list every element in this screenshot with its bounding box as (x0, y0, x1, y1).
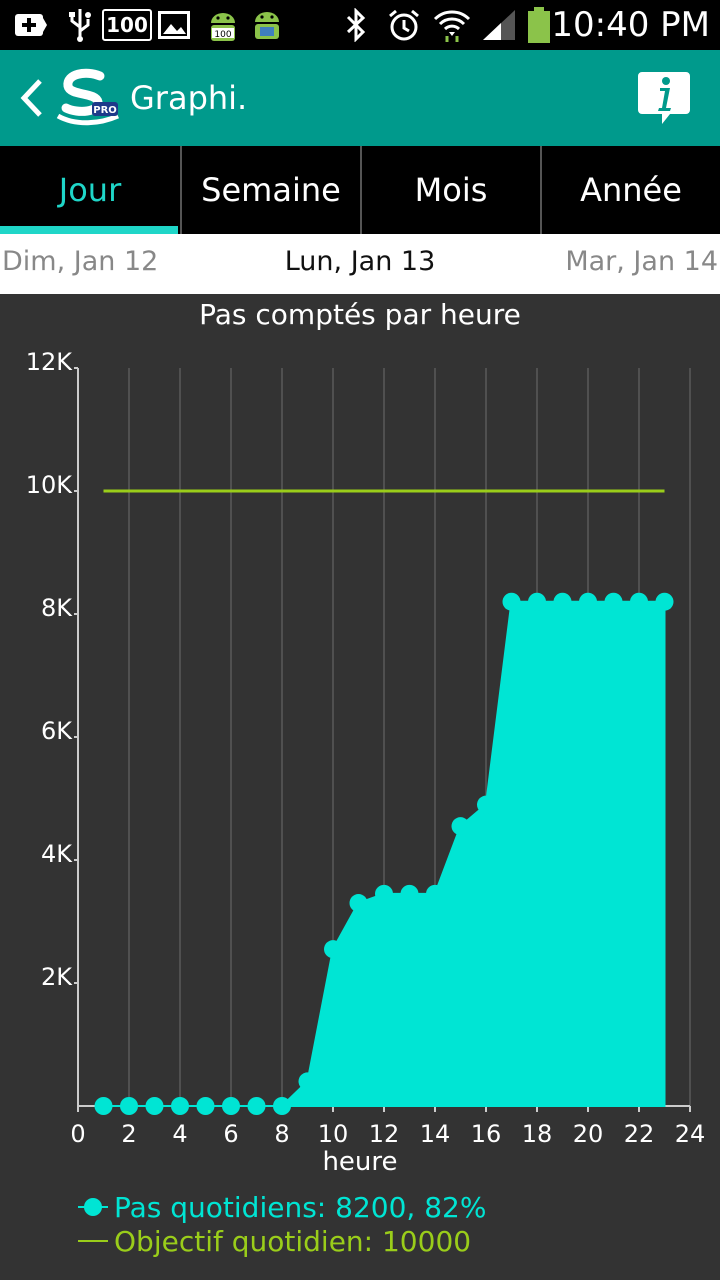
previous-date[interactable]: Dim, Jan 12 (2, 246, 159, 277)
steps-point (298, 1072, 317, 1091)
notification-badge: 100 (102, 7, 152, 43)
y-tick-label: 12K (26, 348, 74, 376)
x-tick-label: 0 (70, 1120, 85, 1148)
x-tick-label: 22 (624, 1120, 655, 1148)
alarm-icon (386, 7, 422, 43)
steps-point (502, 592, 521, 611)
x-tick-label: 8 (274, 1120, 289, 1148)
steps-point (426, 884, 444, 903)
x-tick-label: 18 (522, 1120, 553, 1148)
steps-point (145, 1097, 164, 1115)
y-tick-label: 6K (41, 717, 73, 745)
battery-icon (524, 7, 554, 43)
x-tick-label: 20 (573, 1120, 604, 1148)
x-tick-label: 24 (675, 1120, 706, 1148)
app-logo[interactable]: PRO (56, 68, 122, 128)
period-tabs: Jour Semaine Mois Année (0, 146, 720, 234)
steps-point (604, 592, 623, 611)
page-title: Graphi. (130, 79, 248, 117)
steps-point (655, 592, 674, 611)
steps-point (630, 592, 648, 611)
x-tick-label: 4 (172, 1120, 187, 1148)
legend-goal-marker (78, 1231, 110, 1251)
steps-point (375, 884, 393, 903)
wifi-icon (432, 7, 472, 43)
status-bar: 100 100 10:40 PM (0, 0, 720, 50)
svg-text:100: 100 (214, 30, 231, 40)
legend-steps-marker (78, 1197, 110, 1217)
plus-box-icon (12, 7, 48, 43)
current-date: Lun, Jan 13 (284, 246, 436, 277)
x-tick-label: 16 (471, 1120, 502, 1148)
bluetooth-icon (342, 7, 370, 43)
steps-point (222, 1097, 240, 1115)
x-tick-label: 2 (121, 1120, 136, 1148)
chart-legend: Pas quotidiens: 8200, 82% Objectif quoti… (78, 1190, 486, 1258)
pro-badge: PRO (93, 105, 117, 116)
steps-point (171, 1097, 189, 1115)
x-tick-label: 14 (420, 1120, 451, 1148)
x-tick-label: 12 (369, 1120, 400, 1148)
steps-point (553, 592, 572, 611)
tab-annee[interactable]: Année (540, 146, 720, 234)
status-time: 10:40 PM (551, 5, 710, 45)
steps-point (94, 1097, 113, 1115)
legend-item-goal: Objectif quotidien: 10000 (78, 1224, 486, 1258)
tab-semaine[interactable]: Semaine (180, 146, 360, 234)
usb-icon (64, 7, 96, 43)
app-bar: PRO Graphi. (0, 50, 720, 146)
legend-steps-label: Pas quotidiens: 8200, 82% (114, 1190, 487, 1224)
back-chevron-icon[interactable] (16, 78, 46, 118)
steps-point (273, 1097, 291, 1115)
signal-icon (480, 7, 518, 43)
android-icon: 100 (204, 7, 242, 43)
y-tick-label: 10K (26, 471, 74, 499)
steps-point (120, 1097, 138, 1115)
chart-title: Pas comptés par heure (199, 298, 521, 331)
steps-point (247, 1097, 266, 1115)
date-navigator: Lun, Jan 13 Dim, Jan 12 Mar, Jan 14 (0, 234, 720, 294)
steps-point (451, 817, 470, 836)
steps-point (400, 884, 419, 903)
x-tick-label: 10 (318, 1120, 349, 1148)
image-icon (156, 7, 192, 43)
info-icon[interactable] (636, 70, 692, 126)
legend-goal-label: Objectif quotidien: 10000 (114, 1224, 472, 1258)
x-axis-label: heure (322, 1147, 397, 1177)
next-date[interactable]: Mar, Jan 14 (565, 246, 718, 277)
tab-jour[interactable]: Jour (0, 146, 180, 234)
steps-point (579, 592, 597, 611)
legend-item-steps: Pas quotidiens: 8200, 82% (78, 1190, 486, 1224)
tab-mois[interactable]: Mois (360, 146, 540, 234)
steps-point (324, 940, 342, 959)
y-tick-label: 8K (41, 594, 73, 622)
chart-area: Pas comptés par heure 2K 4K 6K 8K 10K 12K 0 2 4 6… (0, 294, 720, 1280)
steps-point (196, 1097, 215, 1115)
steps-point (349, 894, 368, 913)
steps-point (528, 592, 546, 611)
x-tick-label: 6 (223, 1120, 238, 1148)
y-tick-label: 2K (41, 963, 73, 991)
steps-point (477, 795, 495, 814)
y-tick-label: 4K (41, 840, 73, 868)
android-alt-icon (248, 7, 286, 43)
